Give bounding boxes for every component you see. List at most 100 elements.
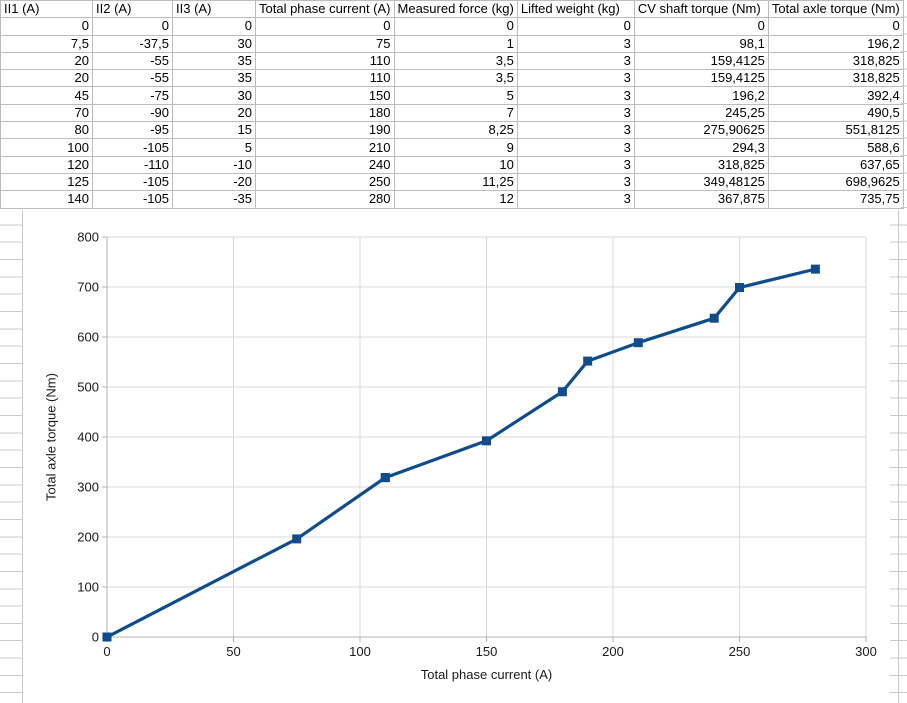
chart-object[interactable]: 0 50 100 150 200 250 300 0 100 200 300 400 500 600 700… — [23, 218, 890, 703]
table-cell[interactable]: 150 — [255, 86, 395, 105]
table-cell[interactable]: 0 — [516, 17, 635, 36]
table-cell[interactable]: 240 — [255, 155, 395, 174]
table-cell[interactable]: 35 — [172, 51, 256, 71]
table-cell[interactable]: 588,6 — [767, 138, 904, 157]
table-cell[interactable]: 180 — [255, 103, 395, 123]
table-cell[interactable]: 15 — [172, 121, 256, 140]
table-cell[interactable]: 7 — [393, 103, 518, 123]
column-header[interactable]: Measured force (kg) — [393, 0, 518, 19]
table-cell[interactable]: 349,48125 — [633, 172, 769, 192]
table-cell[interactable]: 20 — [0, 51, 93, 71]
table-cell[interactable]: 3 — [516, 155, 635, 174]
table-cell[interactable]: 280 — [255, 190, 395, 209]
table-cell[interactable]: 0 — [393, 17, 518, 36]
table-cell[interactable]: 3 — [516, 138, 635, 157]
table-cell[interactable]: 30 — [172, 86, 256, 105]
table-cell[interactable]: 0 — [255, 17, 395, 36]
table-cell[interactable]: 196,2 — [633, 86, 769, 105]
table-cell[interactable]: 3 — [516, 172, 635, 192]
table-cell[interactable]: -105 — [92, 190, 173, 209]
table-cell[interactable]: 245,25 — [633, 103, 769, 123]
table-cell[interactable]: 392,4 — [767, 86, 904, 105]
table-cell[interactable]: 75 — [255, 34, 395, 53]
column-header[interactable]: Total axle torque (Nm) — [767, 0, 904, 19]
table-cell[interactable]: 698,9625 — [767, 172, 904, 192]
table-cell[interactable]: 735,75 — [767, 190, 904, 209]
table-cell[interactable]: 20 — [0, 69, 93, 88]
table-cell[interactable]: 11,25 — [393, 172, 518, 192]
table-cell[interactable]: 637,65 — [767, 155, 904, 174]
table-cell[interactable]: -55 — [92, 51, 173, 71]
column-header[interactable]: II1 (A) — [0, 0, 93, 19]
table-cell[interactable]: 196,2 — [767, 34, 904, 53]
column-header[interactable]: Total phase current (A) — [255, 0, 395, 19]
table-cell[interactable]: 45 — [0, 86, 93, 105]
table-cell[interactable]: 250 — [255, 172, 395, 192]
table-cell[interactable]: 80 — [0, 121, 93, 140]
table-cell[interactable]: -20 — [172, 172, 256, 192]
table-cell[interactable]: 1 — [393, 34, 518, 53]
table-cell[interactable]: 0 — [0, 17, 93, 36]
table-cell[interactable]: -37,5 — [92, 34, 173, 53]
table-cell[interactable]: -55 — [92, 69, 173, 88]
table-cell[interactable]: 3 — [516, 121, 635, 140]
table-cell[interactable]: 318,825 — [767, 51, 904, 71]
table-cell[interactable]: 20 — [172, 103, 256, 123]
data-point-marker — [292, 534, 302, 544]
x-tick-label: 300 — [855, 644, 877, 659]
y-axis-title: Total axle torque (Nm) — [43, 373, 59, 501]
table-cell[interactable]: 140 — [0, 190, 93, 209]
table-cell[interactable]: 3,5 — [393, 69, 518, 88]
table-cell[interactable]: 8,25 — [393, 121, 518, 140]
table-cell[interactable]: 35 — [172, 69, 256, 88]
table-cell[interactable]: 159,4125 — [633, 69, 769, 88]
table-cell[interactable]: -105 — [92, 172, 173, 192]
table-cell[interactable]: 0 — [767, 17, 904, 36]
table-cell[interactable]: -110 — [92, 155, 173, 174]
table-cell[interactable]: 110 — [255, 51, 395, 71]
table-cell[interactable]: 5 — [172, 138, 256, 157]
column-header[interactable]: Lifted weight (kg) — [516, 0, 635, 19]
table-cell[interactable]: -10 — [172, 155, 256, 174]
table-cell[interactable]: 367,875 — [633, 190, 769, 209]
table-cell[interactable]: 125 — [0, 172, 93, 192]
table-cell[interactable]: 3 — [516, 103, 635, 123]
table-cell[interactable]: -105 — [92, 138, 173, 157]
table-cell[interactable]: 0 — [172, 17, 256, 36]
table-cell[interactable]: 318,825 — [767, 69, 904, 88]
table-cell[interactable]: 70 — [0, 103, 93, 123]
column-header[interactable]: II3 (A) — [172, 0, 256, 19]
column-header[interactable]: II2 (A) — [92, 0, 173, 19]
table-cell[interactable]: 275,90625 — [633, 121, 769, 140]
table-cell[interactable]: 5 — [393, 86, 518, 105]
table-cell[interactable]: 0 — [92, 17, 173, 36]
table-cell[interactable]: 190 — [255, 121, 395, 140]
table-cell[interactable]: 210 — [255, 138, 395, 157]
column-header[interactable]: CV shaft torque (Nm) — [633, 0, 769, 19]
table-cell[interactable]: 294,3 — [633, 138, 769, 157]
table-cell[interactable]: 318,825 — [633, 155, 769, 174]
table-cell[interactable]: 3 — [516, 86, 635, 105]
table-cell[interactable]: 30 — [172, 34, 256, 53]
table-cell[interactable]: -90 — [92, 103, 173, 123]
table-cell[interactable]: 120 — [0, 155, 93, 174]
table-cell[interactable]: 12 — [393, 190, 518, 209]
table-cell[interactable]: 159,4125 — [633, 51, 769, 71]
table-cell[interactable]: 3,5 — [393, 51, 518, 71]
table-cell[interactable]: 3 — [516, 51, 635, 71]
table-cell[interactable]: 7,5 — [0, 34, 93, 53]
table-cell[interactable]: 3 — [516, 69, 635, 88]
table-cell[interactable]: 551,8125 — [767, 121, 904, 140]
table-cell[interactable]: 98,1 — [633, 34, 769, 53]
table-cell[interactable]: 0 — [633, 17, 769, 36]
table-cell[interactable]: 100 — [0, 138, 93, 157]
table-cell[interactable]: -95 — [92, 121, 173, 140]
table-cell[interactable]: 9 — [393, 138, 518, 157]
table-cell[interactable]: 110 — [255, 69, 395, 88]
table-cell[interactable]: 3 — [516, 34, 635, 53]
table-cell[interactable]: -35 — [172, 190, 256, 209]
table-cell[interactable]: 490,5 — [767, 103, 904, 123]
table-cell[interactable]: 10 — [393, 155, 518, 174]
table-cell[interactable]: -75 — [92, 86, 173, 105]
table-cell[interactable]: 3 — [516, 190, 635, 209]
